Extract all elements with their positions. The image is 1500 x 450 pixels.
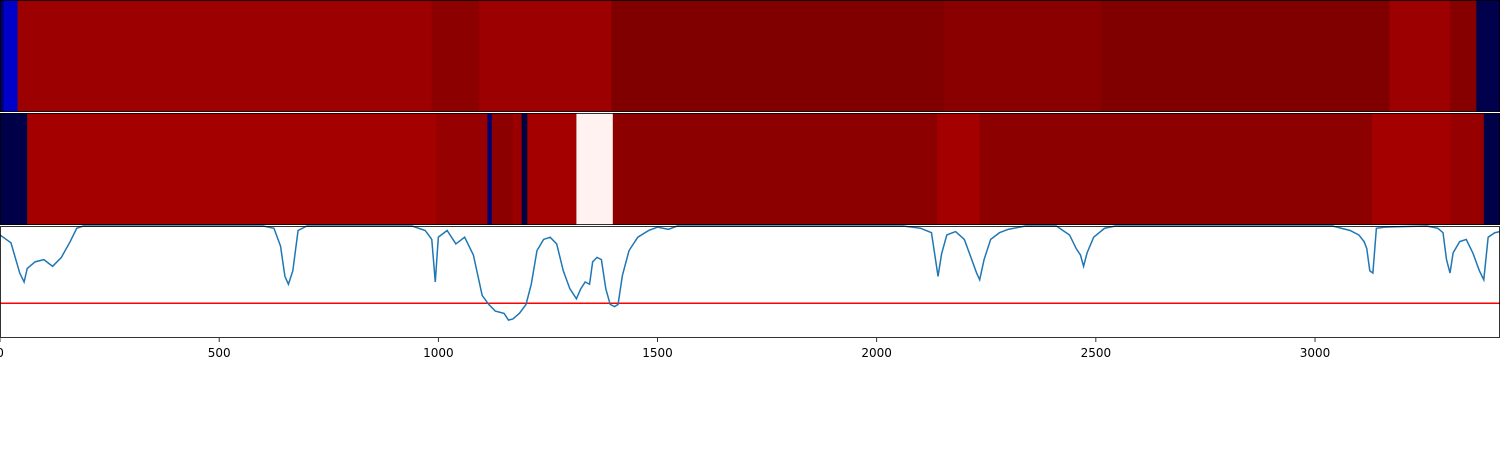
heatmap-cell [521, 113, 528, 225]
heatmap-cell [1476, 0, 1500, 112]
heatmap-middle [0, 113, 1500, 225]
heatmap-cell [0, 0, 5, 112]
x-tick-label: 3000 [1300, 346, 1331, 360]
x-tick-label: 2000 [861, 346, 892, 360]
heatmap-cell [487, 113, 493, 225]
heatmap-cell [1483, 113, 1500, 225]
heatmap-cell [612, 113, 938, 225]
x-tick-label: 2500 [1081, 346, 1112, 360]
heatmap-cell [527, 113, 578, 225]
heatmap-cell [512, 113, 523, 225]
heatmap-top [0, 0, 1500, 112]
x-tick-label: 1000 [423, 346, 454, 360]
heatmap-cell [937, 113, 981, 225]
panel-frame-bottom [0, 226, 1500, 338]
heatmap-cell [1450, 113, 1485, 225]
heatmap-cell [27, 113, 288, 225]
heatmap-cell [576, 113, 614, 225]
heatmap-cell [431, 0, 480, 112]
x-axis: 0 500 1000 1500 2000 2500 3000 [0, 338, 1330, 360]
heatmap-cell [979, 113, 1373, 225]
heatmap-cell [491, 113, 514, 225]
heatmap-cell [1372, 113, 1452, 225]
heatmap-cell [1101, 0, 1391, 112]
line-panel [0, 225, 1500, 321]
heatmap-cell [479, 0, 613, 112]
heatmap-cell [287, 113, 437, 225]
heatmap-cell [436, 113, 489, 225]
heatmap-cell [0, 113, 28, 225]
heatmap-cell [17, 0, 433, 112]
heatmap-cell [1450, 0, 1477, 112]
heatmap-cell [611, 0, 945, 112]
x-tick-label: 1500 [642, 346, 673, 360]
x-tick-label: 500 [208, 346, 231, 360]
series-line [0, 225, 1500, 321]
heatmap-cell [943, 0, 1102, 112]
heatmap-cell [1389, 0, 1451, 112]
heatmap-cell [3, 0, 19, 112]
x-tick-label: 0 [0, 346, 4, 360]
